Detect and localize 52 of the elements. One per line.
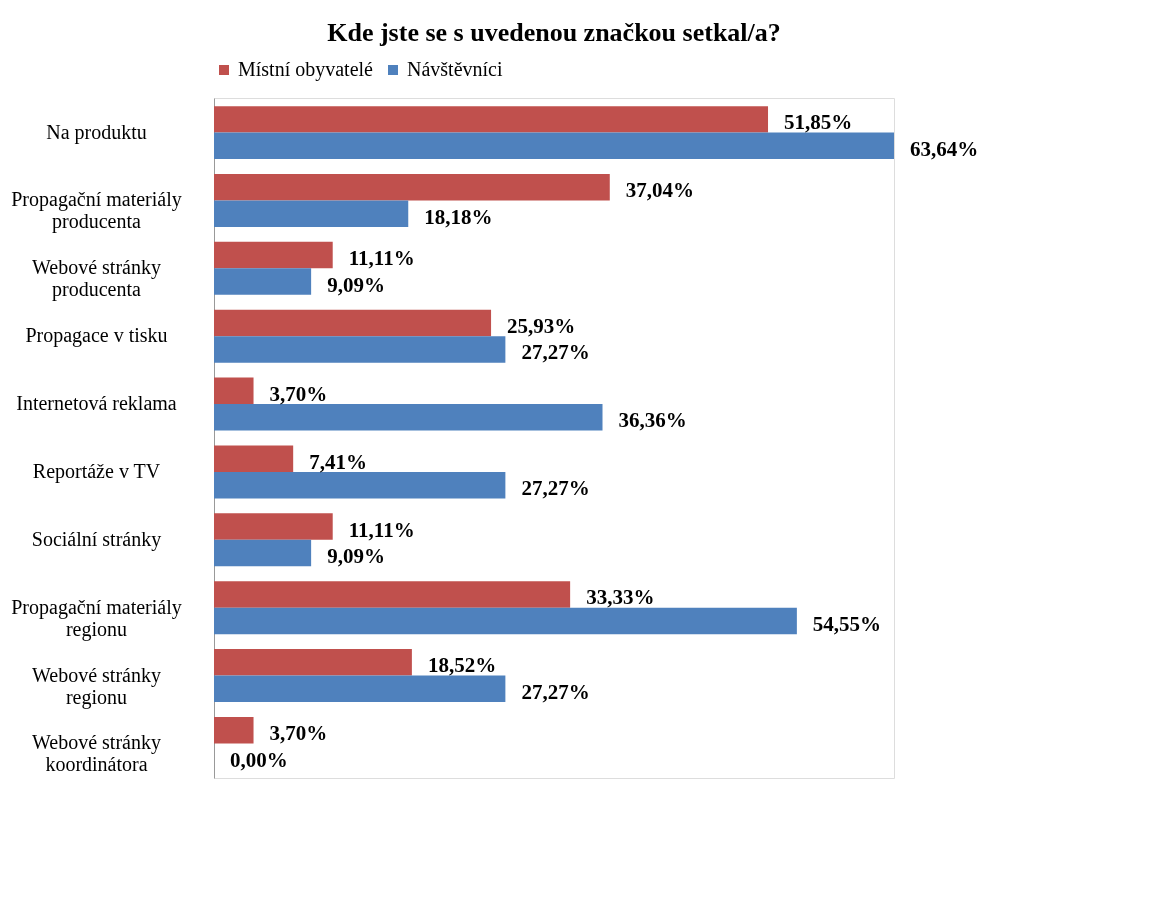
data-label: 11,11% <box>348 246 415 271</box>
chart-title: Kde jste se s uvedenou značkou setkal/a? <box>327 18 781 47</box>
bar <box>214 404 603 431</box>
data-label: 27,27% <box>521 340 590 365</box>
data-label: 54,55% <box>812 611 882 636</box>
y-tick-label: Sociální stránky <box>31 527 162 551</box>
data-label: 0,00% <box>230 747 288 772</box>
data-label: 33,33% <box>586 585 655 610</box>
bar <box>214 241 333 269</box>
data-label: 3,70% <box>269 721 328 746</box>
bar <box>214 607 797 635</box>
bar <box>214 132 894 160</box>
data-label: 36,36% <box>618 408 687 433</box>
bar <box>214 513 333 540</box>
bar <box>214 675 506 702</box>
y-tick-label: Propagace v tisku <box>25 324 168 348</box>
bar <box>214 336 506 363</box>
y-tick-label: Na produktu <box>46 120 147 144</box>
bar <box>214 174 610 201</box>
data-label: 37,04% <box>625 178 695 203</box>
y-tick-label: Webové stránky producenta <box>32 256 161 302</box>
data-label: 7,41% <box>309 449 367 474</box>
bar <box>214 377 254 405</box>
data-label: 27,27% <box>521 476 590 501</box>
data-label: 18,18% <box>424 204 493 229</box>
bar <box>214 106 769 133</box>
data-label: 11,11% <box>348 517 415 542</box>
y-tick-label: Propagační materiály regionu <box>11 595 182 641</box>
y-tick-label: Reportáže v TV <box>32 459 161 483</box>
bar <box>214 268 312 295</box>
bar <box>214 471 506 499</box>
data-label: 9,09% <box>327 272 385 297</box>
data-label: 3,70% <box>269 381 328 406</box>
data-label: 51,85% <box>784 110 853 135</box>
bar <box>214 649 412 676</box>
bar <box>214 716 254 744</box>
data-label: 27,27% <box>521 679 590 704</box>
legend-label: Návštěvníci <box>407 58 503 80</box>
bar <box>214 581 571 608</box>
bar <box>214 309 492 337</box>
data-label: 18,52% <box>427 653 497 678</box>
y-tick-label: Propagační materiály producenta <box>11 188 182 234</box>
bar <box>214 445 294 472</box>
data-label: 63,64% <box>910 136 979 161</box>
data-label: 9,09% <box>327 544 385 569</box>
bar <box>214 539 312 567</box>
data-label: 25,93% <box>507 313 576 338</box>
legend-label: Místní obyvatelé <box>238 58 374 81</box>
y-tick-label: Webové stránky regionu <box>32 663 161 709</box>
bar <box>214 200 409 227</box>
y-tick-label: Webové stránky koordinátora <box>32 731 161 776</box>
y-tick-label: Internetová reklama <box>16 392 177 415</box>
